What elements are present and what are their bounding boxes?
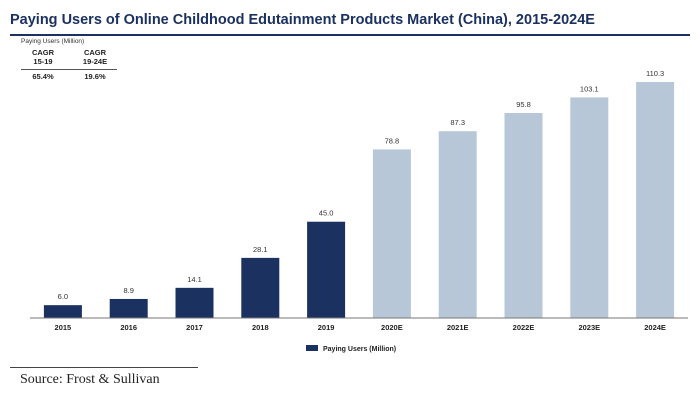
data-label-2015: 6.0 [58,292,68,301]
data-label-2023E: 103.1 [580,84,599,93]
bar-2017 [175,287,214,318]
bar-2015 [43,305,82,318]
data-label-2017: 14.1 [187,275,202,284]
title-underline [10,34,690,36]
cagr-divider [21,69,117,70]
cagr-period: 19-24E [82,57,108,66]
data-label-2020E: 78.8 [385,136,400,145]
source-note: Source: Frost & Sullivan [20,372,160,387]
bar-2019 [307,221,346,318]
cagr-block-15-19: CAGR 15-19 65.4% [26,48,60,81]
legend-label: Paying Users (Million) [323,346,396,353]
data-label-2024E: 110.3 [646,69,664,78]
bar-2021E [438,131,477,318]
x-tick-label-2021E: 2021E [447,323,469,332]
x-tick-label-2019: 2019 [318,323,335,332]
source-divider [10,367,198,368]
cagr-value: 19.6% [84,72,106,81]
data-label-2018: 28.1 [253,245,268,254]
x-tick-label-2016: 2016 [120,323,137,332]
data-label-2021E: 87.3 [450,118,465,127]
cagr-block-19-24e: CAGR 19-24E 19.6% [76,48,114,81]
data-label-2016: 8.9 [123,286,133,295]
bar-2022E [504,113,543,318]
legend-swatch [306,345,318,351]
bar-2023E [570,97,609,318]
x-tick-label-2023E: 2023E [578,323,600,332]
bar-2018 [241,257,280,318]
data-label-2019: 45.0 [319,209,334,218]
x-tick-label-2017: 2017 [186,323,203,332]
x-tick-label-2024E: 2024E [644,323,666,332]
x-tick-label-2015: 2015 [55,323,72,332]
data-label-2022E: 95.8 [516,100,531,109]
cagr-label: CAGR [31,48,55,57]
x-tick-label-2020E: 2020E [381,323,403,332]
bar-2016 [109,298,148,318]
chart-title: Paying Users of Online Childhood Edutain… [10,12,595,28]
bar-2024E [636,82,675,318]
bar-2020E [372,149,411,318]
y-axis-label: Paying Users (Million) [21,38,85,45]
cagr-period: 15-19 [33,57,53,66]
x-tick-label-2018: 2018 [252,323,269,332]
cagr-label: CAGR [83,48,107,57]
x-tick-label-2022E: 2022E [513,323,535,332]
cagr-value: 65.4% [32,72,54,81]
